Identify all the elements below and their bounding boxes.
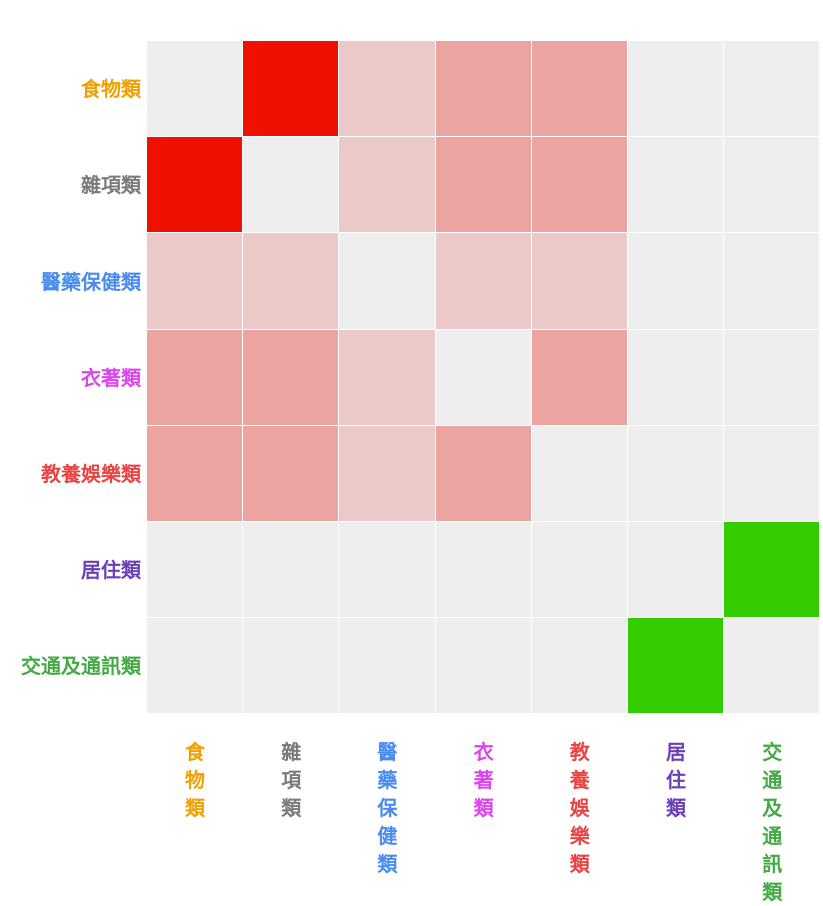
heatmap-cell — [339, 41, 436, 138]
heatmap-cell — [724, 137, 821, 234]
heatmap-cell — [147, 329, 244, 426]
heatmap-cell — [628, 618, 725, 715]
heatmap-cell — [724, 425, 821, 522]
heatmap-cell — [628, 329, 725, 426]
heatmap-cell — [435, 329, 532, 426]
heatmap-cell — [531, 329, 628, 426]
heatmap-cell — [435, 522, 532, 619]
y-tick-label: 衣著類 — [81, 365, 141, 390]
heatmap-cell — [339, 425, 436, 522]
heatmap-cell — [243, 233, 340, 330]
x-tick-label: 居住類 — [666, 740, 686, 820]
y-tick-label: 教養娛樂類 — [41, 461, 141, 486]
heatmap-cell — [724, 41, 821, 138]
heatmap-cell — [531, 425, 628, 522]
y-tick-label: 雜項類 — [81, 173, 141, 198]
heatmap-cell — [339, 137, 436, 234]
heatmap-cell — [243, 329, 340, 426]
x-tick-label: 交通及通訊類 — [762, 740, 783, 904]
heatmap-cell — [531, 618, 628, 715]
heatmap-cell — [243, 425, 340, 522]
heatmap-cell — [628, 137, 725, 234]
x-tick-label: 衣著類 — [473, 740, 494, 820]
heatmap-cell — [243, 41, 340, 138]
y-tick-label: 交通及通訊類 — [21, 654, 141, 679]
heatmap-cell — [147, 425, 244, 522]
x-tick-label: 雜項類 — [281, 740, 302, 820]
heatmap-cell — [243, 137, 340, 234]
heatmap-cell — [531, 41, 628, 138]
heatmap-cell — [628, 425, 725, 522]
heatmap-cell — [435, 41, 532, 138]
heatmap-cell — [339, 522, 436, 619]
heatmap-cell — [531, 233, 628, 330]
heatmap-cell — [435, 425, 532, 522]
heatmap-cell — [724, 329, 821, 426]
heatmap-cell — [147, 522, 244, 619]
heatmap-cell — [435, 233, 532, 330]
heatmap-cell — [628, 41, 725, 138]
heatmap-cell — [147, 41, 244, 138]
heatmap-cell — [435, 137, 532, 234]
heatmap-cell — [724, 522, 821, 619]
heatmap-cell — [724, 618, 821, 715]
x-tick-label: 教養娛樂類 — [569, 740, 590, 876]
y-tick-label: 食物類 — [81, 77, 141, 102]
y-tick-label: 居住類 — [81, 558, 141, 583]
heatmap-cell — [435, 618, 532, 715]
heatmap-cell — [147, 233, 244, 330]
heatmap-cell — [531, 522, 628, 619]
heatmap-cell — [147, 137, 244, 234]
heatmap-cell — [628, 522, 725, 619]
heatmap-cell — [243, 522, 340, 619]
heatmap-cell — [243, 618, 340, 715]
heatmap-cell — [339, 618, 436, 715]
heatmap-cell — [724, 233, 821, 330]
heatmap-cell — [531, 137, 628, 234]
heatmap-cell — [628, 233, 725, 330]
x-tick-label: 食物類 — [185, 740, 205, 820]
heatmap-cell — [339, 329, 436, 426]
x-tick-label: 醫藥保健類 — [377, 740, 398, 876]
heatmap-cell — [147, 618, 244, 715]
y-tick-label: 醫藥保健類 — [41, 269, 141, 294]
heatmap-cell — [339, 233, 436, 330]
